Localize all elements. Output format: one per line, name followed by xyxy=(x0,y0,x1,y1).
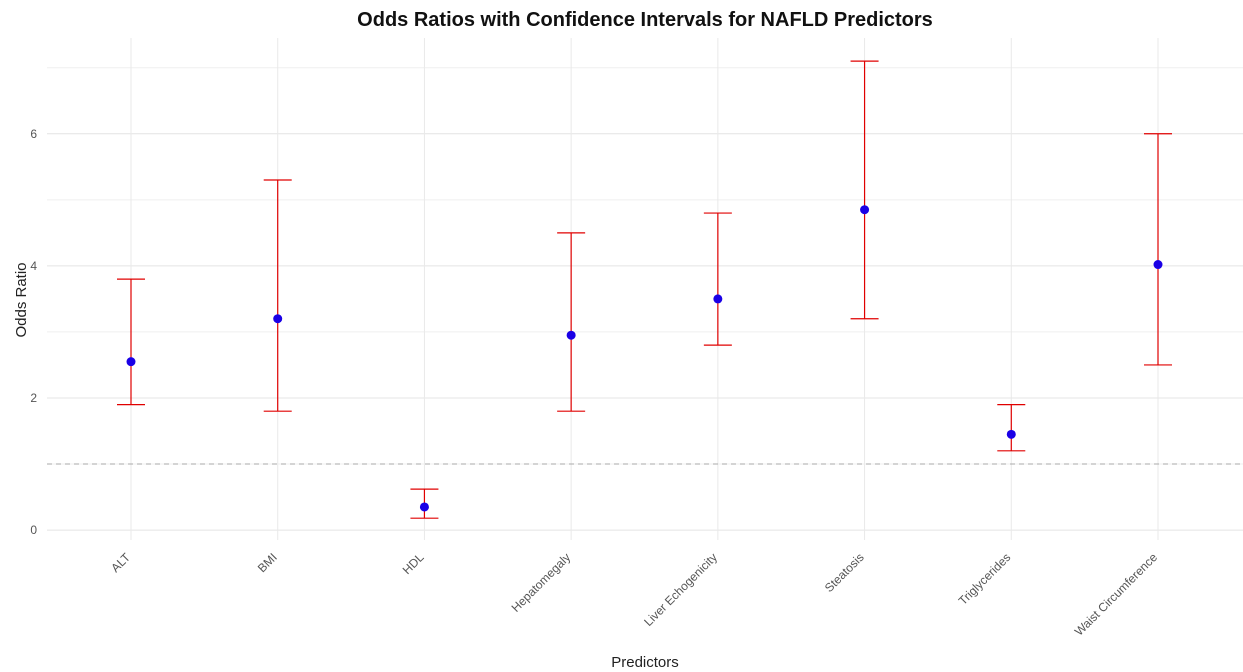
point-estimate xyxy=(860,205,870,215)
interval-layer xyxy=(117,60,1172,519)
point-estimate xyxy=(273,314,283,324)
grid-layer xyxy=(47,38,1243,540)
x-tick-labels: ALT BMI HDL Hepatomegaly Liver Echogenicity S… xyxy=(108,550,1160,639)
point-estimate xyxy=(1006,429,1016,439)
error-bar xyxy=(557,232,586,412)
error-bar xyxy=(117,278,145,406)
point-estimate xyxy=(419,502,429,512)
error-bar xyxy=(263,179,292,412)
x-tick-label: Liver Echogenicity xyxy=(641,550,720,629)
error-bar xyxy=(850,60,879,320)
y-tick-label: 4 xyxy=(30,259,37,273)
x-axis-title: Predictors xyxy=(611,654,679,671)
point-estimate xyxy=(126,357,136,367)
y-tick-labels: 0 2 4 6 xyxy=(30,127,37,537)
y-tick-label: 2 xyxy=(30,391,37,405)
x-tick-label: ALT xyxy=(108,550,133,575)
y-axis-title: Odds Ratio xyxy=(13,262,30,337)
point-estimate xyxy=(1153,260,1163,270)
error-bar xyxy=(997,403,1026,452)
point-estimate xyxy=(566,330,576,340)
point-layer xyxy=(126,205,1163,512)
x-tick-label: HDL xyxy=(400,550,427,577)
y-tick-label: 0 xyxy=(30,523,37,537)
x-tick-label: Triglycerides xyxy=(956,550,1014,608)
y-tick-label: 6 xyxy=(30,127,37,141)
point-estimate xyxy=(713,294,723,304)
error-bar xyxy=(703,212,732,346)
x-tick-label: BMI xyxy=(255,550,280,575)
x-tick-label: Hepatomegaly xyxy=(509,550,574,615)
chart-title: Odds Ratios with Confidence Intervals fo… xyxy=(357,9,933,31)
error-bar xyxy=(1144,133,1172,366)
x-tick-label: Steatosis xyxy=(822,550,867,595)
x-tick-label: Waist Circumference xyxy=(1072,550,1161,639)
